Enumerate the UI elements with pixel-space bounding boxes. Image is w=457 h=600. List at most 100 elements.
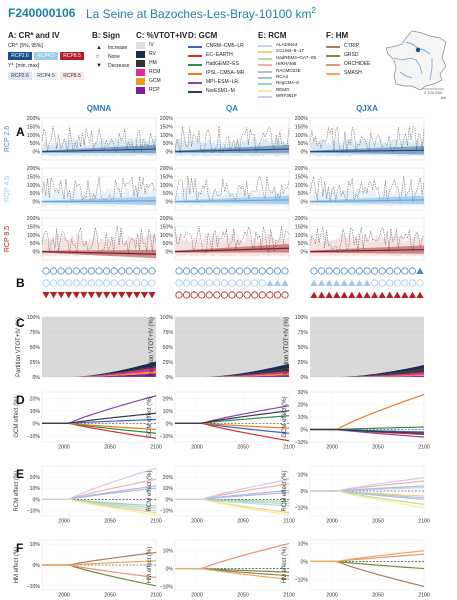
sign-none-marker (125, 267, 133, 275)
panel-a-range-band (42, 136, 156, 157)
panel_E-ytick: 10% (30, 486, 41, 492)
panel_F-ylabel: HM effect (%) (14, 547, 20, 584)
legend-swatch (188, 82, 202, 84)
sign-none-marker (87, 279, 96, 287)
panel-a-trend-line (309, 248, 425, 253)
sign-none-marker (251, 267, 259, 275)
sign-increase-marker (266, 279, 274, 286)
sign-none-marker (333, 267, 341, 275)
rcp-label-2: RCP 8.5 (4, 226, 11, 252)
partition-rv-area (42, 361, 156, 377)
legend-swatch (136, 69, 145, 76)
legend-swatch (188, 91, 202, 93)
panel_D-ylabel: GCM effect (%) (282, 396, 288, 437)
sign-none-marker (348, 267, 356, 275)
legend-b-increase-icon: ▲ (96, 45, 102, 51)
legend-swatch (188, 55, 202, 57)
panel_E-xtick: 2050 (372, 519, 384, 525)
legend-swatch (258, 77, 272, 79)
sign-none-marker (102, 267, 111, 275)
sign-decrease-marker (140, 292, 149, 299)
panel_D-ylabel: GCM effect (%) (14, 396, 20, 437)
sign-increase-marker (348, 279, 356, 286)
sign-none-marker (378, 267, 386, 275)
legend-label: REMO (276, 86, 290, 92)
sign-none-marker (125, 279, 133, 287)
legend-label: RegCM4−6 (276, 80, 299, 86)
legend-swatch (326, 64, 340, 66)
sign-none-marker (42, 279, 50, 287)
sign-none-marker (355, 267, 364, 275)
sign-none-marker (175, 291, 183, 299)
sign-none-marker (49, 279, 58, 287)
sign-increase-marker (378, 291, 386, 298)
panel_D-ytick: −10% (295, 440, 309, 446)
sign-none-marker (310, 267, 318, 275)
sign-none-marker (251, 291, 259, 299)
sign-none-marker (401, 279, 409, 287)
sign-none-marker (363, 267, 371, 275)
sign-none-marker (205, 279, 213, 287)
panel_F-ytick: 10% (30, 542, 41, 548)
sign-none-marker (235, 291, 244, 299)
panel_D-ytick: 20% (163, 396, 174, 402)
sign-none-marker (416, 279, 424, 287)
panel_E-xtick: 2050 (237, 519, 249, 525)
sign-none-marker (401, 267, 409, 275)
legend-b-decrease-icon: ▼ (96, 63, 102, 69)
panel_D-series-line (310, 428, 425, 434)
panel_F-ylabel: HM effect (%) (147, 547, 153, 584)
legend-label: GRSD (344, 52, 359, 58)
sign-none-marker (370, 279, 379, 287)
panel_E-ytick: −10% (27, 508, 41, 514)
panel_D-xtick: 2050 (237, 445, 249, 451)
sign-increase-marker (310, 291, 318, 298)
sign-none-marker (118, 267, 126, 275)
legend-d-list: CNRM−CM5−LR EC−EARTH HadGEM2−ES IPSL−CM5A−M… (188, 43, 256, 103)
sign-none-marker (378, 279, 386, 287)
legend-swatch (136, 87, 145, 94)
panel_F-xtick: 2050 (372, 593, 384, 599)
panel-a-trend-line (41, 251, 157, 255)
panel-c-ytick: 0% (166, 375, 174, 381)
row-letter-f: F (16, 541, 23, 555)
legend-a-cr-rcp85: RCP8.5 (60, 52, 84, 60)
row-letter-d: D (16, 393, 25, 407)
panel_D-xtick: 2000 (58, 445, 70, 451)
sign-none-marker (273, 267, 282, 275)
panel-a-ytick: 50% (163, 141, 174, 147)
panel-a-ytick: 150% (295, 124, 309, 130)
sign-none-marker (393, 279, 401, 287)
sign-none-marker (205, 291, 213, 299)
panel-a-ytick: 100% (295, 183, 309, 189)
panel-a-ytick: 0% (301, 250, 309, 256)
panel_F-series-line (175, 567, 290, 580)
sign-none-marker (228, 291, 236, 299)
partition-rv-area (175, 363, 289, 377)
river-loire (393, 57, 423, 75)
sign-none-marker (198, 279, 206, 287)
panel-a-ytick: 200% (27, 166, 41, 172)
river-rhone (429, 58, 433, 81)
partition-rv-area (310, 365, 424, 377)
panel-a-range-band (175, 136, 289, 157)
sign-none-marker (65, 267, 73, 275)
panel_D-ytick: 20% (298, 403, 309, 409)
legend-label: RCA4 (276, 74, 289, 79)
legend-a-title: A: CR* and IV (8, 31, 60, 40)
panel-a-ytick: 200% (27, 116, 41, 122)
legend-d-title: D: GCM (188, 31, 218, 40)
panel-a-ytick: 50% (163, 191, 174, 197)
sign-none-marker (408, 267, 417, 275)
panel_D-ytick: 0% (166, 421, 174, 427)
sign-none-marker (281, 267, 289, 275)
sign-none-marker (243, 279, 251, 287)
legend-label: EC−EARTH (206, 52, 233, 58)
legend-swatch (188, 64, 202, 66)
sign-increase-marker (348, 291, 356, 298)
partition-rcp-area (310, 375, 424, 377)
sign-increase-marker (281, 279, 289, 286)
panel-a-ytick: 150% (160, 124, 174, 130)
panel_F-series-line (42, 560, 157, 566)
sign-decrease-marker (102, 292, 111, 299)
